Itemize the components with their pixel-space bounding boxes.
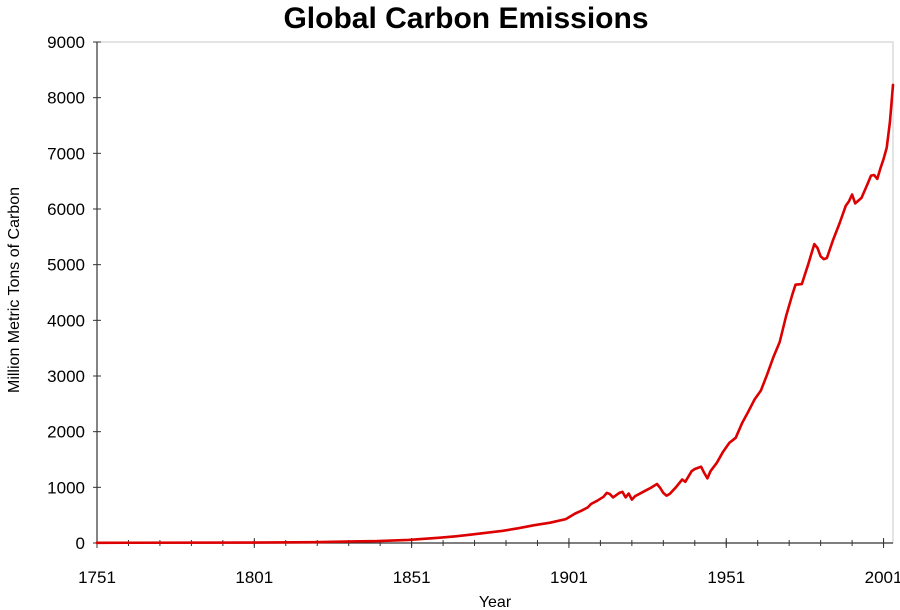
x-axis-label: Year [479, 594, 512, 610]
y-tick-label: 3000 [47, 367, 85, 386]
y-tick-label: 2000 [47, 423, 85, 442]
x-tick-label: 1951 [707, 568, 745, 587]
chart-title: Global Carbon Emissions [283, 2, 648, 35]
x-tick-label: 1901 [550, 568, 588, 587]
y-tick-label: 5000 [47, 256, 85, 275]
y-tick-label: 0 [76, 534, 85, 553]
plot-border [96, 41, 894, 544]
y-tick-label: 7000 [47, 144, 85, 163]
series-line [95, 83, 895, 545]
y-tick-label: 8000 [47, 89, 85, 108]
x-axis: 1751 1801 1851 1901 1951 2001 [78, 538, 900, 587]
y-axis-label: Million Metric Tons of Carbon [6, 187, 23, 393]
y-tick-label: 9000 [47, 33, 85, 52]
y-tick-label: 6000 [47, 200, 85, 219]
series-layer [95, 83, 895, 545]
x-tick-label: 2001 [865, 568, 900, 587]
y-tick-label: 4000 [47, 311, 85, 330]
x-tick-label: 1851 [393, 568, 431, 587]
x-tick-label: 1801 [235, 568, 273, 587]
y-tick-label: 1000 [47, 478, 85, 497]
plot-frame [96, 41, 894, 544]
y-axis: 0 1000 2000 3000 4000 5000 6000 7000 8000 9000 [47, 33, 101, 553]
x-tick-label: 1751 [78, 568, 116, 587]
